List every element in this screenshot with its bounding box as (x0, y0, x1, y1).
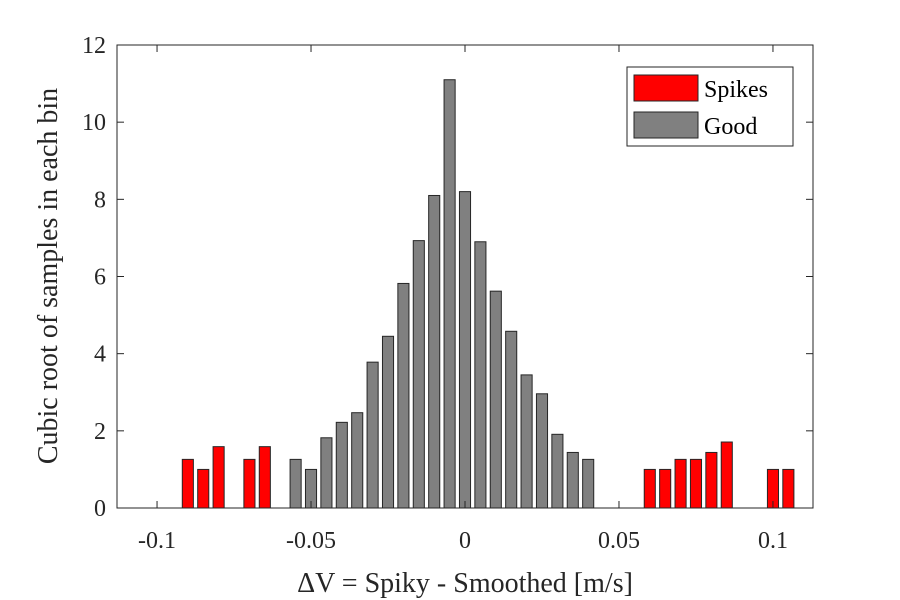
bar-good-9 (428, 194, 441, 509)
bar-good-13 (489, 290, 502, 509)
bar-spikes-5 (643, 468, 656, 509)
bar-spikes-4 (258, 446, 271, 509)
bar-good-5 (366, 361, 379, 509)
x-tick-label: 0.1 (758, 528, 788, 554)
bar-spikes-3 (243, 458, 256, 509)
bar-good-7 (397, 282, 410, 509)
x-tick-label: 0 (459, 528, 471, 554)
bar-spikes-12 (782, 468, 795, 509)
y-tick-label: 10 (82, 110, 106, 136)
bar-good-17 (551, 433, 564, 509)
x-tick-label: -0.05 (286, 528, 336, 554)
legend-swatch-spikes (633, 74, 699, 102)
y-tick-label: 8 (94, 187, 106, 213)
ticks-group: -0.1 -0.05 0 0.05 0.1 0 2 4 6 8 10 12 (82, 33, 813, 554)
legend: Spikes Good (626, 66, 794, 147)
bar-good-6 (381, 335, 395, 509)
bar-spikes-0 (181, 458, 194, 509)
bar-spikes-9 (705, 451, 718, 509)
y-axis-title: Cubic root of samples in each bin (33, 88, 64, 464)
bar-spikes-8 (689, 458, 703, 509)
bar-good-18 (566, 451, 579, 509)
x-axis-title: ΔV = Spiky - Smoothed [m/s] (297, 568, 633, 599)
legend-swatch-good (633, 111, 699, 139)
bar-spikes-7 (674, 458, 687, 509)
bar-good-2 (320, 437, 333, 509)
bar-good-12 (474, 241, 487, 509)
bar-good-11 (458, 191, 472, 509)
bar-good-15 (520, 374, 533, 509)
y-tick-label: 12 (82, 33, 106, 59)
bar-good-16 (535, 393, 549, 509)
bar-spikes-2 (212, 446, 225, 509)
y-tick-label: 0 (94, 496, 106, 522)
x-tick-label: -0.1 (138, 528, 176, 554)
y-tick-label: 2 (94, 419, 106, 445)
legend-label-spikes: Spikes (704, 77, 768, 103)
bar-good-4 (351, 412, 364, 509)
legend-label-good: Good (704, 114, 757, 140)
y-tick-label: 4 (94, 342, 106, 368)
bar-spikes-10 (720, 441, 733, 509)
bar-good-8 (412, 240, 425, 509)
bar-good-14 (505, 330, 518, 509)
bar-spikes-6 (659, 468, 672, 509)
bar-good-10 (443, 79, 456, 509)
x-tick-label: 0.05 (598, 528, 640, 554)
bar-good-3 (335, 421, 348, 509)
bar-good-19 (582, 458, 595, 509)
bar-good-0 (289, 458, 302, 509)
y-tick-label: 6 (94, 265, 106, 291)
bars-group (181, 79, 795, 509)
bar-spikes-1 (197, 468, 210, 509)
